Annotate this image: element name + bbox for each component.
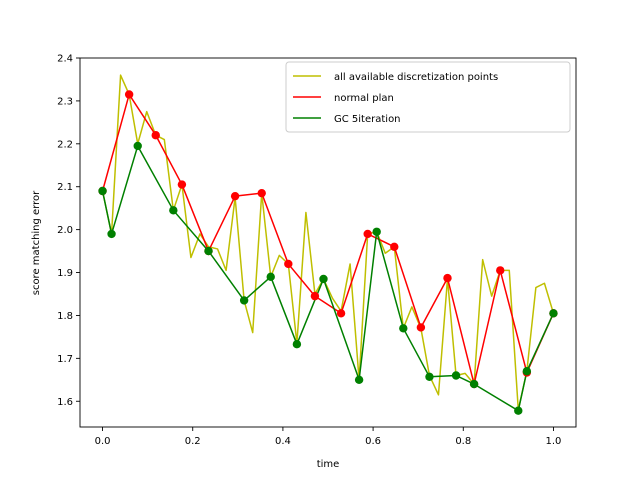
legend: all available discretization points norm… — [285, 61, 571, 133]
y-tick-label: 2.2 — [57, 139, 73, 150]
y-tick-label: 1.8 — [57, 311, 73, 322]
data-point-gc-5iteration — [107, 229, 116, 239]
y-tick-label: 2.4 — [57, 54, 73, 65]
series-layer — [101, 74, 555, 412]
x-axis-label: time — [317, 459, 340, 470]
data-point-gc-5iteration — [292, 339, 302, 349]
data-point-gc-5iteration — [399, 324, 408, 333]
y-tick-label: 2.0 — [57, 225, 73, 236]
legend-label-all-points: all available discretization points — [334, 72, 498, 83]
series-line-all-available-discretization-points — [101, 74, 555, 411]
legend-frame — [285, 61, 571, 133]
y-axis-label: score matching error — [31, 190, 42, 295]
y-tick-label: 2.3 — [57, 96, 73, 107]
data-point-gc-5iteration — [522, 367, 532, 376]
data-point-normal-plan — [363, 229, 372, 239]
data-point-normal-plan — [151, 131, 160, 140]
data-point-gc-5iteration — [514, 406, 523, 415]
data-point-normal-plan — [177, 180, 187, 189]
data-point-normal-plan — [284, 259, 293, 269]
x-tick-label: 0.4 — [275, 436, 291, 447]
data-point-normal-plan — [443, 273, 452, 283]
data-point-gc-5iteration — [549, 309, 558, 318]
x-tick-label: 0.2 — [185, 436, 201, 447]
y-tick-label: 1.9 — [57, 268, 73, 279]
y-tick-label: 1.6 — [57, 397, 73, 408]
y-axis: 1.6 1.7 1.8 1.9 2.0 2.1 2.2 2.3 2.4 — [57, 54, 80, 408]
data-point-gc-5iteration — [354, 375, 364, 384]
data-point-normal-plan — [336, 309, 346, 318]
data-point-gc-5iteration — [133, 141, 142, 151]
data-point-normal-plan — [124, 90, 134, 99]
x-tick-label: 0.0 — [95, 436, 111, 447]
x-tick-label: 0.6 — [365, 436, 381, 447]
marker-layer — [98, 90, 558, 415]
x-tick-label: 1.0 — [546, 436, 562, 447]
data-point-gc-5iteration — [469, 379, 479, 389]
series-line-gc-5iteration — [101, 145, 555, 412]
data-point-normal-plan — [230, 191, 240, 201]
data-point-gc-5iteration — [204, 246, 213, 256]
data-point-gc-5iteration — [451, 371, 461, 380]
data-point-normal-plan — [257, 188, 266, 198]
plot-frame — [79, 57, 577, 428]
data-point-normal-plan — [310, 291, 320, 301]
data-point-gc-5iteration — [98, 186, 107, 196]
series-line-normal-plan — [101, 93, 555, 385]
data-point-gc-5iteration — [239, 296, 249, 305]
data-point-gc-5iteration — [169, 206, 178, 215]
legend-label-normal-plan: normal plan — [334, 93, 394, 104]
data-point-gc-5iteration — [319, 274, 328, 284]
x-axis: 0.0 0.2 0.4 0.6 0.8 1.0 — [95, 427, 562, 447]
data-point-gc-5iteration — [372, 227, 381, 236]
data-point-normal-plan — [416, 323, 426, 332]
y-tick-label: 1.7 — [57, 354, 73, 365]
x-tick-label: 0.8 — [455, 436, 471, 447]
data-point-normal-plan — [496, 266, 505, 275]
legend-label-gc-5iteration: GC 5iteration — [334, 114, 401, 125]
data-point-normal-plan — [390, 242, 399, 251]
data-point-gc-5iteration — [425, 372, 434, 381]
data-point-gc-5iteration — [266, 272, 275, 282]
y-tick-label: 2.1 — [57, 182, 73, 193]
